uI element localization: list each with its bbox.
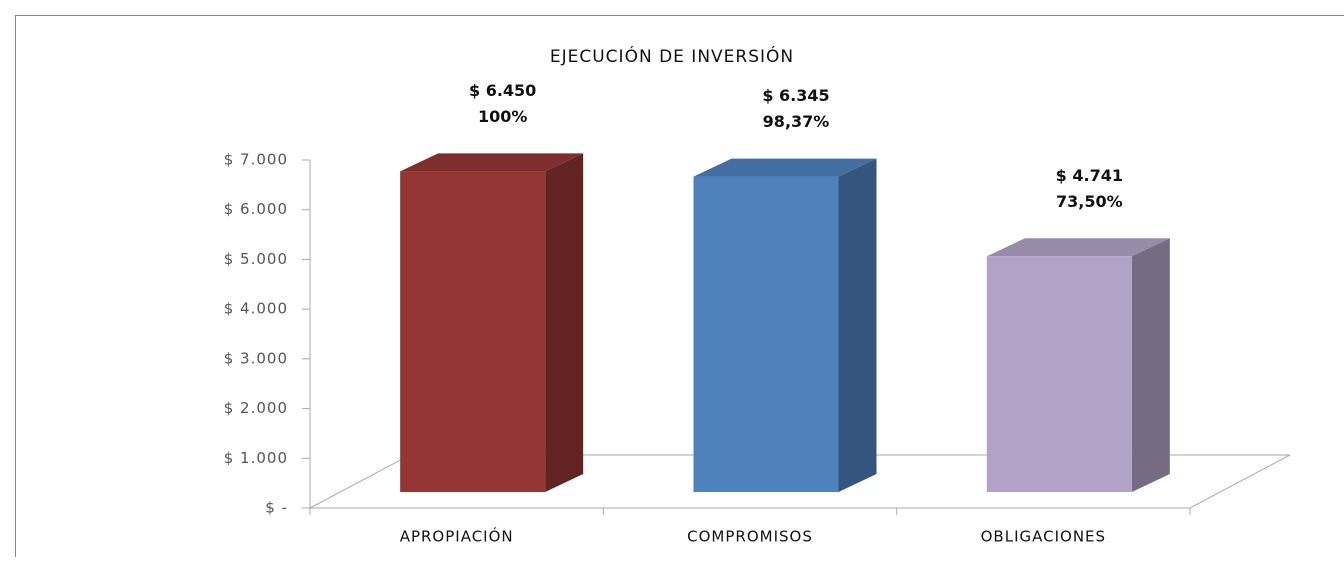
- y-tick-label: $ 2.000: [224, 399, 288, 417]
- bar-side: [1132, 238, 1170, 492]
- percentage-label: 100%: [478, 107, 527, 126]
- y-tick-label: $ 7.000: [224, 151, 288, 169]
- bar: [694, 177, 839, 492]
- value-label: $ 6.345: [762, 86, 829, 105]
- y-tick-label: $ 5.000: [224, 250, 288, 268]
- y-tick-label: $ 1.000: [224, 449, 288, 467]
- y-tick-label: $ 3.000: [224, 349, 288, 367]
- bar-side: [839, 159, 877, 492]
- value-label: $ 4.741: [1056, 166, 1123, 185]
- x-tick-label: COMPROMISOS: [687, 528, 813, 546]
- x-tick-label: APROPIACIÓN: [400, 527, 514, 546]
- y-tick-label: $ 4.000: [224, 300, 288, 318]
- y-tick-label: $ 6.000: [224, 200, 288, 218]
- x-tick-label: OBLIGACIONES: [981, 528, 1106, 546]
- y-tick-label: $ -: [265, 499, 288, 517]
- bar: [400, 171, 545, 492]
- percentage-label: 73,50%: [1056, 192, 1123, 211]
- bar-side: [545, 153, 583, 492]
- percentage-label: 98,37%: [763, 112, 830, 131]
- value-label: $ 6.450: [469, 81, 536, 100]
- chart-title: EJECUCIÓN DE INVERSIÓN: [550, 45, 794, 67]
- bar: [987, 256, 1132, 492]
